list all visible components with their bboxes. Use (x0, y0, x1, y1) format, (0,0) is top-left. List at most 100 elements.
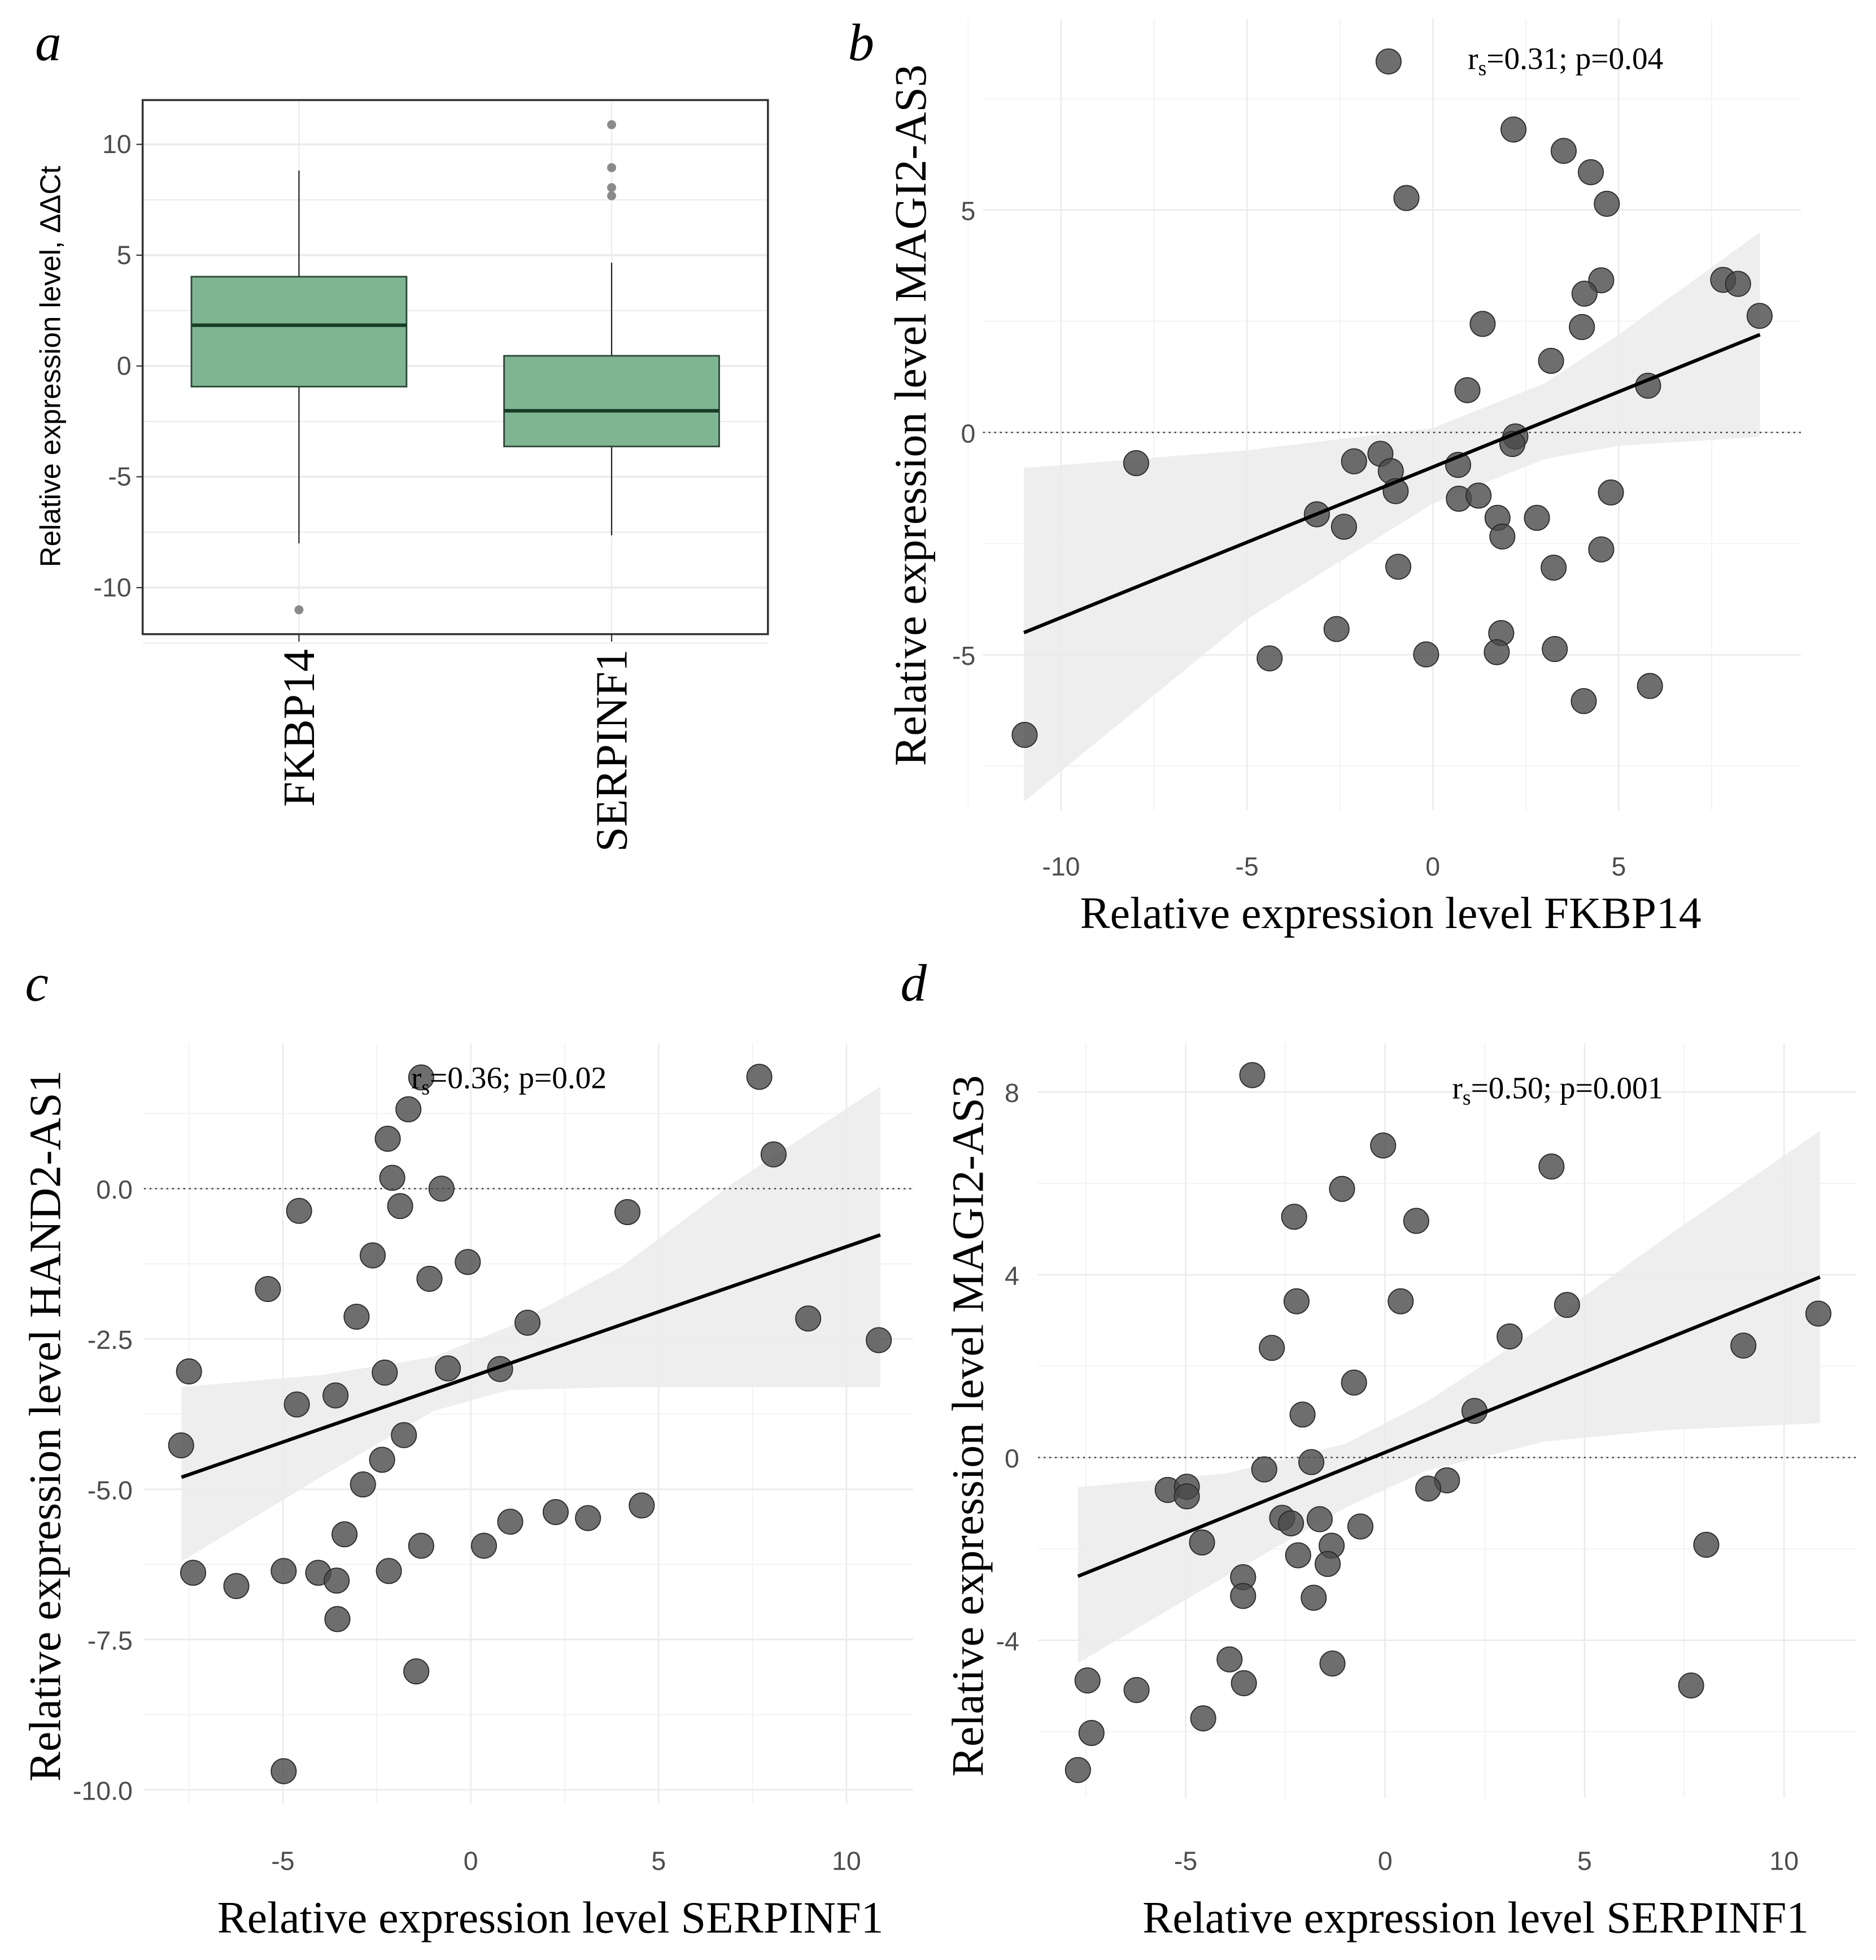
data-point (283, 1391, 310, 1418)
data-point (1078, 1720, 1105, 1746)
data-point (1123, 450, 1149, 476)
data-point (1341, 448, 1367, 474)
data-point (614, 1199, 641, 1225)
annotation-stats: =0.36; p=0.02 (430, 1061, 607, 1095)
data-point (1541, 554, 1567, 581)
y-tick-label: 8 (1005, 1078, 1019, 1108)
data-point (1746, 303, 1773, 329)
panel-label: d (901, 955, 927, 1013)
y-tick-label: -2.5 (88, 1325, 133, 1354)
data-point (1064, 1757, 1091, 1783)
x-tick-label: -10 (1042, 852, 1080, 881)
data-point (470, 1532, 497, 1559)
y-axis-title: Relative expression level, ΔΔCt (34, 166, 66, 568)
data-point (1454, 377, 1481, 403)
data-point (223, 1573, 250, 1599)
data-point (455, 1249, 481, 1275)
data-point (286, 1197, 312, 1224)
data-point (1538, 1153, 1565, 1180)
annotation-stats: =0.50; p=0.001 (1471, 1070, 1664, 1105)
x-tick-label: 0 (464, 1846, 478, 1876)
x-tick-label: 5 (1577, 1846, 1592, 1876)
data-point (271, 1758, 297, 1784)
data-point (1283, 1288, 1310, 1314)
annotation-r: r (1452, 1070, 1462, 1105)
x-tick-label: -5 (1174, 1846, 1197, 1876)
data-point (1385, 554, 1412, 580)
box-serpinf1 (503, 355, 720, 447)
data-point (1323, 616, 1350, 642)
correlation-annotation: rs=0.36; p=0.02 (411, 1061, 607, 1100)
data-point (1281, 1204, 1307, 1230)
data-point (1278, 1510, 1305, 1536)
data-point (1329, 1175, 1355, 1202)
data-point (331, 1521, 358, 1548)
data-point (1330, 513, 1357, 540)
panel-a-boxplot: a 10 5 0 -5 -10 FKBP14 SERPINF1 Relative express… (34, 14, 769, 852)
data-point (1403, 1208, 1429, 1234)
data-point (1315, 1550, 1341, 1577)
x-tick-label: 10 (832, 1846, 861, 1876)
data-point (1190, 1705, 1216, 1732)
outlier-point (607, 191, 617, 201)
data-point (1484, 639, 1510, 665)
data-point (1319, 1650, 1346, 1677)
data-point (1375, 48, 1402, 75)
data-point (1259, 1335, 1285, 1361)
x-tick-label: 0 (1425, 852, 1440, 881)
data-point (1189, 1529, 1215, 1556)
data-point (1678, 1672, 1704, 1699)
x-category-label: SERPINF1 (587, 649, 637, 852)
data-point (391, 1422, 417, 1448)
panel-d-scatter: d -5 0 5 10 8 4 0 -4 rs=0.50; p=0.001 Relative exp… (901, 955, 1856, 1942)
y-tick-label: 0 (117, 351, 132, 380)
data-point (1725, 271, 1751, 297)
y-tick-label: 0.0 (96, 1175, 133, 1204)
box-fkbp14 (190, 276, 408, 387)
regression-line (1023, 333, 1761, 634)
y-tick-label: 0 (1005, 1444, 1019, 1473)
data-point (176, 1358, 202, 1384)
data-point (168, 1432, 194, 1458)
data-point (271, 1558, 297, 1584)
y-axis-title: Relative expression level HAND2-AS1 (20, 1070, 70, 1782)
data-point (1173, 1483, 1200, 1510)
data-point (1577, 159, 1604, 185)
data-point (428, 1175, 455, 1202)
data-point (1730, 1332, 1757, 1359)
data-point (416, 1266, 443, 1292)
data-point (379, 1165, 405, 1191)
y-axis-title: Relative expression level MAGI2-AS3 (944, 1075, 993, 1777)
data-point (1298, 1449, 1325, 1475)
x-tick-label: 10 (1769, 1846, 1799, 1876)
data-point (629, 1492, 655, 1519)
data-point (1347, 1513, 1373, 1540)
data-point (1306, 1506, 1333, 1532)
data-point (1251, 1456, 1277, 1483)
outlier-point (294, 605, 304, 615)
data-point (1497, 1323, 1523, 1350)
x-tick-label: 5 (651, 1846, 666, 1876)
y-tick-label: 5 (961, 197, 976, 226)
y-tick-label: -10 (93, 573, 131, 602)
data-point (575, 1505, 601, 1531)
data-point (1569, 313, 1595, 340)
data-point (1074, 1667, 1101, 1694)
correlation-annotation: rs=0.31; p=0.04 (1468, 41, 1663, 80)
data-point (435, 1355, 461, 1382)
data-point (1231, 1670, 1257, 1696)
panel-label: c (25, 955, 48, 1013)
data-point (1550, 138, 1577, 164)
data-point (1285, 1542, 1311, 1569)
data-point (180, 1560, 207, 1586)
y-tick-label: 5 (117, 240, 132, 269)
regression-line (1077, 1275, 1821, 1578)
data-point (324, 1606, 351, 1632)
outlier-point (607, 183, 617, 193)
data-point (795, 1305, 822, 1332)
data-point (1011, 722, 1038, 748)
data-point (1570, 688, 1597, 715)
x-axis-title: Relative expression level SERPINF1 (1142, 1893, 1809, 1942)
data-point (374, 1126, 401, 1152)
